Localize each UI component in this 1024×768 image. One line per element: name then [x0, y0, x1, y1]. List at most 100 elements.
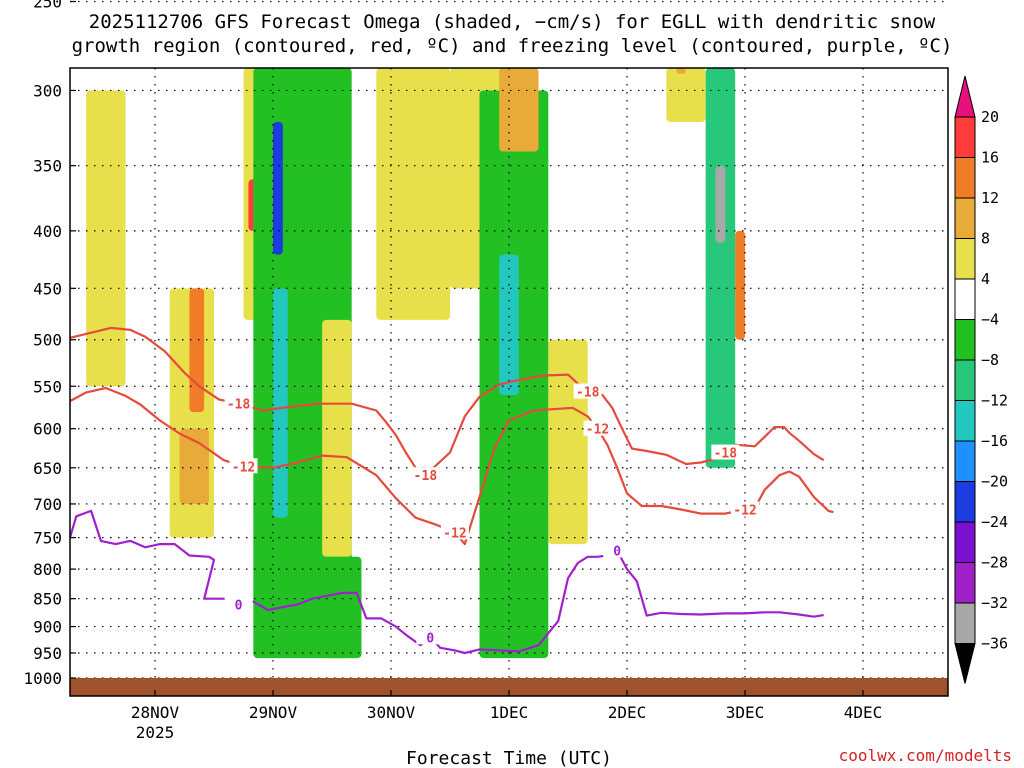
omega-region-9: [322, 319, 352, 557]
colorbar-bin-11: [954, 562, 976, 604]
contour-label-1-2: -12: [586, 423, 609, 438]
contour-label-1-3: -12: [733, 503, 756, 518]
y-tick-label-550: 550: [33, 377, 62, 396]
plot-area: -18 -18 -18 -18 -12 -12 -12 -12 0 0 0: [68, 0, 949, 697]
y-tick-label-450: 450: [33, 279, 62, 298]
colorbar-label-1: 16: [981, 149, 999, 167]
colorbar-bin-3: [954, 238, 976, 280]
colorbar-extend-max: [954, 75, 976, 118]
y-tick-label-950: 950: [33, 644, 62, 663]
colorbar-label-5: −4: [981, 311, 999, 329]
colorbar-bin-9: [954, 481, 976, 523]
colorbar-label-0: 20: [981, 108, 999, 126]
x-tick-label-1DEC: 1DEC: [490, 703, 529, 722]
y-tick-label-850: 850: [33, 590, 62, 609]
colorbar-bin-8: [954, 440, 976, 482]
colorbar-label-10: −24: [981, 513, 1008, 531]
colorbar-label-2: 12: [981, 189, 999, 207]
y-tick-label-350: 350: [33, 157, 62, 176]
colorbar-bin-4: [954, 278, 976, 320]
colorbar-label-7: −12: [981, 392, 1008, 410]
omega-region-20: [715, 165, 726, 243]
contour-lines: -18 -18 -18 -18 -12 -12 -12 -12 0 0 0: [68, 326, 834, 655]
x-tick-label-2DEC: 2DEC: [608, 703, 647, 722]
omega-region-14: [499, 68, 539, 152]
contour-label-0-2: -18: [576, 386, 600, 401]
colorbar-label-9: −20: [981, 473, 1008, 491]
contour-label-1-1: -12: [443, 526, 466, 541]
colorbar-bin-6: [954, 359, 976, 401]
y-tick-label-700: 700: [33, 495, 62, 514]
contour-label-2-2: 0: [613, 544, 621, 559]
colorbar-bin-12: [954, 602, 976, 644]
colorbar-extend-min: [954, 643, 976, 684]
x-tick-label-3DEC: 3DEC: [726, 703, 765, 722]
colorbar-label-12: −32: [981, 594, 1008, 612]
omega-region-11: [376, 68, 450, 320]
colorbar-bin-0: [954, 116, 976, 158]
contour-label-0-3: -18: [714, 447, 738, 462]
contour-label-bg-1-1: [440, 524, 469, 540]
contour-label-0-0: -18: [227, 398, 251, 413]
colorbar-label-11: −28: [981, 554, 1008, 572]
terrain-ground: [70, 678, 948, 696]
contour-label-bg-2-2: [603, 542, 632, 558]
colorbar-label-13: −36: [981, 635, 1008, 653]
omega-region-7: [273, 288, 288, 518]
x-tick-label-4DEC: 4DEC: [844, 703, 883, 722]
contour-label-bg-0-1: [411, 467, 440, 483]
omega-region-2: [189, 288, 205, 413]
y-tick-label-500: 500: [33, 331, 62, 350]
y-tick-label-250: 250: [33, 0, 62, 11]
omega-region-19: [705, 68, 736, 468]
omega-region-17: [666, 68, 706, 122]
x-tick-sublabel-28NOV: 2025: [136, 723, 175, 742]
x-tick-label-28NOV: 28NOV: [131, 703, 180, 722]
chart-title-line-2: growth region (contoured, red, ºC) and f…: [72, 35, 953, 57]
contour-label-bg-0-0: [224, 395, 253, 411]
credit-text: coolwx.com/modelts: [839, 746, 1012, 765]
pressure-axis: 250 300 350 400 450 500 550 600 650 700 750 800 850 9…: [23, 0, 76, 688]
y-tick-label-300: 300: [33, 81, 62, 100]
omega-region-10: [322, 556, 362, 659]
y-tick-label-800: 800: [33, 560, 62, 579]
y-tick-label-1000: 1000: [23, 669, 62, 688]
contour-label-bg-1-2: [583, 420, 612, 436]
omega-region-3: [179, 428, 210, 504]
contour-label-2-0: 0: [235, 598, 243, 613]
contour-label-1-0: -12: [232, 460, 255, 475]
omega-region-0: [86, 90, 126, 387]
contour-label-bg-2-0: [224, 596, 253, 612]
colorbar-bin-1: [954, 157, 976, 199]
y-tick-label-650: 650: [33, 459, 62, 478]
contour-label-0-1: -18: [414, 469, 438, 484]
colorbar-bin-5: [954, 319, 976, 361]
contour-label-bg-2-1: [416, 629, 445, 645]
colorbar-label-4: 4: [981, 270, 990, 288]
chart-title-line-1: 2025112706 GFS Forecast Omega (shaded, −…: [89, 11, 936, 33]
omega-region-21: [735, 230, 745, 340]
contour-label-bg-0-2: [573, 383, 602, 399]
y-tick-label-600: 600: [33, 420, 62, 439]
contour-label-bg-1-0: [229, 458, 258, 474]
contour-label-2-1: 0: [426, 631, 434, 646]
colorbar-label-6: −8: [981, 351, 999, 369]
x-tick-label-29NOV: 29NOV: [249, 703, 298, 722]
colorbar: 20 16 12 8 4 −4 −8 −12 −16 −20 −24 −28 −32 −36: [954, 75, 1008, 684]
y-tick-label-900: 900: [33, 618, 62, 637]
contour-label-bg-0-3: [711, 444, 740, 460]
omega-region-16: [548, 339, 588, 545]
colorbar-label-8: −16: [981, 432, 1008, 450]
y-tick-label-750: 750: [33, 529, 62, 548]
y-tick-label-400: 400: [33, 222, 62, 241]
x-tick-label-30NOV: 30NOV: [367, 703, 416, 722]
omega-region-18: [676, 68, 686, 74]
omega-region-8: [273, 121, 283, 255]
colorbar-bin-2: [954, 197, 976, 239]
x-axis-title: Forecast Time (UTC): [406, 748, 612, 768]
colorbar-bin-10: [954, 521, 976, 563]
contour-label-bg-1-3: [731, 501, 759, 517]
colorbar-bin-7: [954, 400, 976, 442]
